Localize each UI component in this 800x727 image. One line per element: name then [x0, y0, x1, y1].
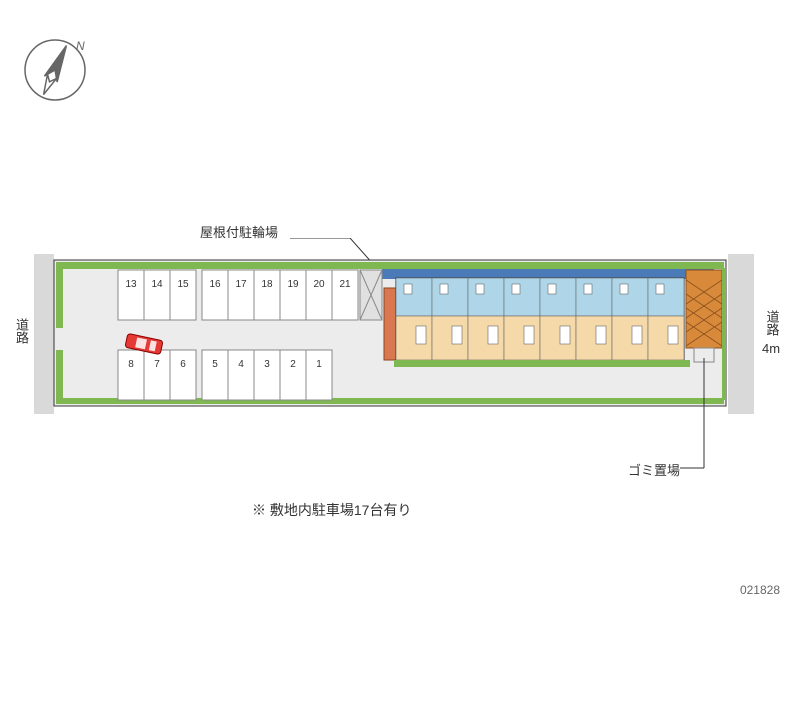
svg-text:16: 16: [209, 279, 221, 290]
svg-text:3: 3: [264, 359, 270, 370]
building-units: [396, 278, 684, 360]
grass-left-top: [56, 268, 63, 328]
unit: [468, 278, 504, 360]
compass: N: [20, 35, 90, 105]
road-right-text: 道路: [763, 310, 780, 336]
unit: [396, 278, 432, 360]
svg-text:19: 19: [287, 279, 299, 290]
parking-cell: 17: [228, 270, 254, 320]
road-right-width: 4m: [762, 341, 780, 358]
unit: [504, 278, 540, 360]
parking-cell: 19: [280, 270, 306, 320]
parking-cell: 1: [306, 350, 332, 400]
unit: [432, 278, 468, 360]
parking-cell: 15: [170, 270, 196, 320]
callout-bike-label: 屋根付駐輪場: [200, 222, 278, 241]
svg-text:15: 15: [177, 279, 189, 290]
parking-cell: 20: [306, 270, 332, 320]
building-entry: [384, 288, 396, 360]
callout-garbage-label: ゴミ置場: [628, 460, 680, 479]
site-plan: 13 14 15 16 17 18 19 20 21 8 7 6 5 4 3 2…: [34, 254, 754, 414]
svg-text:2: 2: [290, 359, 296, 370]
parking-cell: 4: [228, 350, 254, 400]
parking-cell: 14: [144, 270, 170, 320]
reference-number: 021828: [740, 583, 780, 597]
svg-text:18: 18: [261, 279, 273, 290]
unit: [540, 278, 576, 360]
grass-left-bottom: [56, 350, 63, 400]
parking-cell: 13: [118, 270, 144, 320]
parking-cell: 18: [254, 270, 280, 320]
parking-top-row: 13 14 15 16 17 18 19 20 21: [118, 270, 358, 320]
svg-text:4: 4: [238, 359, 244, 370]
bike-parking: [360, 270, 382, 320]
unit: [576, 278, 612, 360]
building: [394, 278, 690, 367]
road-left: [34, 254, 54, 414]
svg-text:13: 13: [125, 279, 137, 290]
parking-cell: 2: [280, 350, 306, 400]
svg-text:5: 5: [212, 359, 218, 370]
parking-note: ※ 敷地内駐車場17台有り: [252, 500, 411, 520]
parking-bottom-row: 8 7 6 5 4 3 2 1: [118, 350, 332, 400]
road-right-label: 道路 4m: [762, 310, 780, 358]
svg-text:7: 7: [154, 359, 160, 370]
unit: [648, 278, 684, 360]
parking-cell: 3: [254, 350, 280, 400]
parking-cell: 5: [202, 350, 228, 400]
svg-text:1: 1: [316, 359, 322, 370]
parking-cell: 8: [118, 350, 144, 400]
parking-cell: 6: [170, 350, 196, 400]
parking-cell: 16: [202, 270, 228, 320]
road-left-label: 道路: [12, 318, 31, 344]
svg-text:6: 6: [180, 359, 186, 370]
grass-top: [56, 262, 724, 269]
svg-text:8: 8: [128, 359, 134, 370]
parking-cell: 21: [332, 270, 358, 320]
svg-text:21: 21: [339, 279, 351, 290]
compass-n-label: N: [76, 39, 85, 53]
unit: [612, 278, 648, 360]
svg-text:14: 14: [151, 279, 163, 290]
callout-garbage-line: [680, 358, 740, 478]
svg-text:17: 17: [235, 279, 247, 290]
parking-cell: 7: [144, 350, 170, 400]
garbage-area: [686, 270, 722, 362]
svg-text:20: 20: [313, 279, 325, 290]
